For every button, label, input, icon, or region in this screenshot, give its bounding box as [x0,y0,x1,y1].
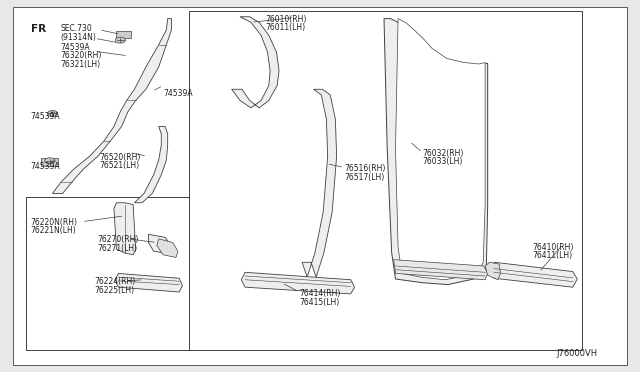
FancyBboxPatch shape [116,31,131,38]
Text: 76010(RH): 76010(RH) [266,15,307,24]
Polygon shape [241,272,355,294]
Text: 76220N(RH): 76220N(RH) [31,218,77,227]
Polygon shape [302,89,337,277]
Text: 76321(LH): 76321(LH) [61,60,101,69]
Text: 76032(RH): 76032(RH) [422,149,464,158]
Polygon shape [485,262,500,280]
Text: 74539A: 74539A [31,162,60,171]
Text: FR: FR [31,24,46,34]
Text: 76517(LH): 76517(LH) [344,173,385,182]
Text: 76271(LH): 76271(LH) [97,244,138,253]
Text: 76521(LH): 76521(LH) [99,161,140,170]
Text: 76411(LH): 76411(LH) [532,251,573,260]
Polygon shape [394,260,488,280]
Text: 76011(LH): 76011(LH) [266,23,306,32]
Polygon shape [157,239,178,257]
Text: 76033(LH): 76033(LH) [422,157,463,166]
Polygon shape [148,234,172,254]
Polygon shape [134,126,168,203]
Circle shape [47,110,58,116]
Text: 76410(RH): 76410(RH) [532,243,574,251]
Text: 76225(LH): 76225(LH) [95,286,135,295]
Polygon shape [384,19,488,285]
FancyBboxPatch shape [41,158,58,166]
Bar [189,11,582,350]
Bar [26,197,189,350]
Circle shape [45,158,55,164]
Text: 76270(RH): 76270(RH) [97,235,139,244]
Text: 74539A: 74539A [31,112,60,121]
Polygon shape [52,19,172,193]
Text: 76320(RH): 76320(RH) [61,51,102,60]
Polygon shape [232,17,279,108]
Polygon shape [114,203,136,255]
Polygon shape [396,19,485,280]
Text: 74539A: 74539A [163,89,193,98]
Text: J76000VH: J76000VH [557,349,598,358]
Text: 76415(LH): 76415(LH) [300,298,340,307]
Text: 76516(RH): 76516(RH) [344,164,386,173]
Text: 76224(RH): 76224(RH) [95,277,136,286]
Text: (91314N): (91314N) [61,33,97,42]
Polygon shape [490,262,577,287]
Circle shape [115,37,125,43]
Text: 76414(RH): 76414(RH) [300,289,341,298]
Text: 74539A: 74539A [61,43,90,52]
Polygon shape [115,273,182,292]
Text: SEC.730: SEC.730 [61,24,93,33]
Text: 76221N(LH): 76221N(LH) [31,226,76,235]
Text: 76520(RH): 76520(RH) [99,153,141,161]
